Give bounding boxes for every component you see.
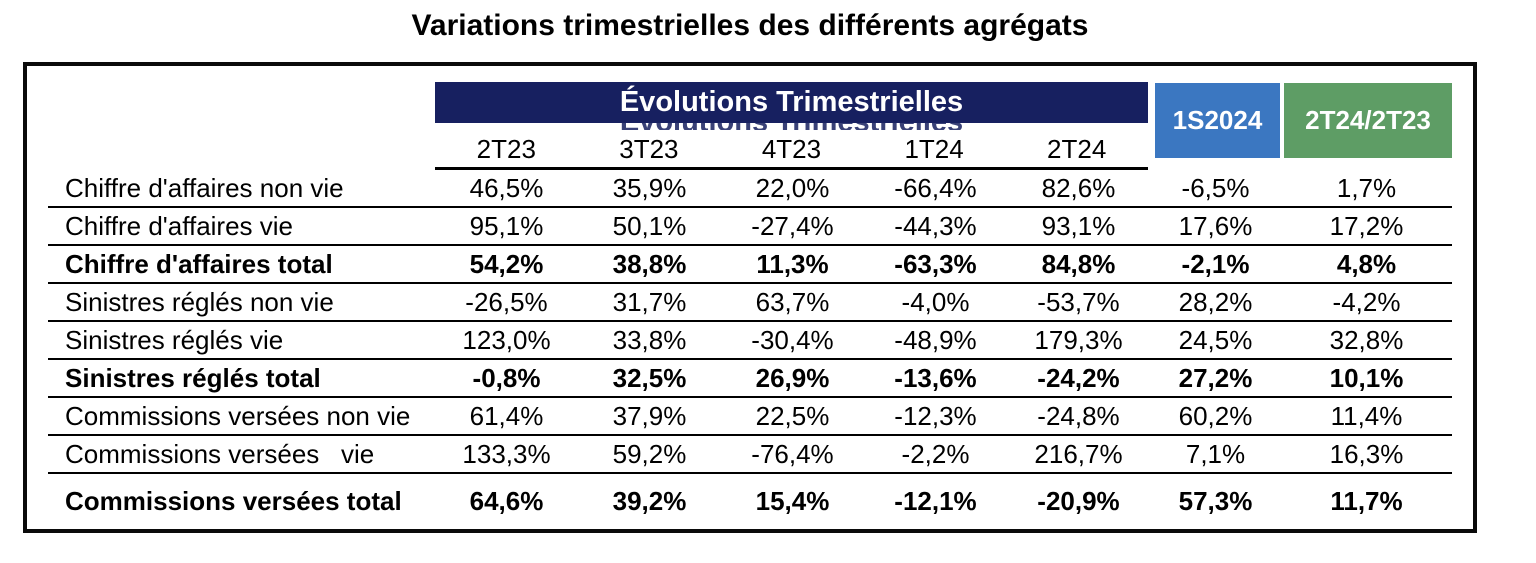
row-label: Chiffre d'affaires non vie [65,172,344,203]
table-row: Sinistres réglés non vie -26,5% 31,7% 63,7%… [48,284,1452,322]
quarter-header-4t23: 4T23 [761,134,822,164]
table-row: Chiffre d'affaires total 54,2% 38,8% 11,3% -… [48,246,1452,284]
cell-value: 46,5% [469,172,544,203]
cell-value: 33,8% [612,324,687,355]
cell-value: 64,6% [469,486,544,516]
table-row: Sinistres réglés total -0,8% 32,5% 26,9% -13… [48,360,1452,398]
cell-value: 84,8% [1041,248,1116,279]
column-header-1s2024-label: 1S2024 [1172,105,1263,135]
cell-value: -12,1% [894,486,977,516]
row-label: Sinistres réglés vie [65,324,284,355]
cell-value: 4,8% [1336,248,1397,279]
cell-value: -30,4% [751,324,834,355]
cell-value: 95,1% [469,210,544,241]
cell-value: 16,3% [1329,438,1404,469]
quarter-header-row: 2T23 3T23 4T23 1T24 2T24 [435,132,1148,170]
cell-value: 22,5% [755,400,830,431]
cell-value: 123,0% [462,324,551,355]
row-label: Commissions versées total [65,486,402,516]
cell-value: 11,4% [1330,400,1403,431]
quarter-header-1t24: 1T24 [904,134,964,164]
cell-value: 17,2% [1329,210,1404,241]
cell-value: 24,5% [1178,324,1253,355]
quarter-header-3t23: 3T23 [619,134,679,164]
cell-value: 35,9% [612,172,687,203]
table-body: Chiffre d'affaires non vie 46,5% 35,9% 22,0… [48,170,1452,529]
cell-value: 93,1% [1041,210,1116,241]
cell-value: 17,6% [1178,210,1253,241]
row-label: Chiffre d'affaires vie [65,210,294,241]
cell-value: 39,2% [612,486,687,516]
page-title: Variations trimestrielles des différents… [411,9,1089,42]
group-header-label: Évolutions Trimestrielles [619,86,964,118]
table-row: Commissions versées non vie 61,4% 37,9% 22,… [48,398,1452,436]
cell-value: -12,3% [894,400,977,431]
cell-value: 59,2% [612,438,687,469]
cell-value: -24,2% [1037,362,1120,393]
cell-value: 26,9% [755,362,830,393]
cell-value: -27,4% [751,210,834,241]
cell-value: 179,3% [1034,324,1123,355]
cell-value: -26,5% [465,286,548,317]
cell-value: 15,4% [755,486,830,516]
cell-value: 32,8% [1329,324,1404,355]
table-row: Commissions versées vie 133,3% 59,2% -76,4%… [48,436,1452,474]
cell-value: -2,2% [901,438,970,469]
column-header-2t24-2t23-label: 2T24/2T23 [1305,105,1431,135]
group-header-band: Évolutions Trimestrielles [435,82,1148,123]
cell-value: -44,3% [894,210,977,241]
cell-value: 60,2% [1178,400,1253,431]
cell-value: -20,9% [1037,486,1120,516]
cell-value: 28,2% [1178,286,1253,317]
row-label: Commissions versées vie [65,438,375,469]
cell-value: -48,9% [894,324,977,355]
cell-value: 50,1% [612,210,687,241]
column-header-1s2024: 1S2024 [1155,83,1280,158]
cell-value: -63,3% [894,248,977,279]
row-label: Sinistres réglés non vie [65,286,334,317]
cell-value: 54,2% [469,248,544,279]
cell-value: 61,4% [469,400,544,431]
cell-value: -66,4% [894,172,977,203]
cell-value: 82,6% [1041,172,1116,203]
table-container: Évolutions Trimestrielles Évolutions Tri… [23,62,1477,533]
cell-value: 133,3% [462,438,551,469]
cell-value: 63,7% [755,286,830,317]
cell-value: -76,4% [751,438,834,469]
cell-value: -13,6% [894,362,977,393]
cell-value: 216,7% [1034,438,1123,469]
cell-value: -24,8% [1037,400,1120,431]
band-ghost-artifact: Évolutions Trimestrielles [435,123,1148,130]
cell-value: 22,0% [755,172,830,203]
table-row: Chiffre d'affaires non vie 46,5% 35,9% 22,0… [48,170,1452,208]
table-row: Commissions versées total 64,6% 39,2% 15,4%… [48,474,1452,529]
cell-value: 11,7% [1330,486,1403,516]
cell-value: -53,7% [1037,286,1120,317]
cell-value: 38,8% [612,248,687,279]
cell-value: 31,7% [612,286,687,317]
cell-value: -4,2% [1332,286,1401,317]
cell-value: 1,7% [1336,172,1397,203]
quarter-header-2t23: 2T23 [476,134,536,164]
cell-value: 27,2% [1178,362,1253,393]
cell-value: 32,5% [612,362,687,393]
cell-value: 10,1% [1329,362,1404,393]
row-label: Commissions versées non vie [65,400,411,431]
cell-value: 57,3% [1178,486,1253,516]
column-header-2t24-2t23: 2T24/2T23 [1284,83,1452,158]
cell-value: -2,1% [1181,248,1250,279]
cell-value: 37,9% [612,400,687,431]
table-row: Chiffre d'affaires vie 95,1% 50,1% -27,4% -4… [48,208,1452,246]
cell-value: -4,0% [901,286,970,317]
cell-value: -6,5% [1181,172,1250,203]
row-label: Sinistres réglés total [65,362,321,393]
cell-value: -0,8% [472,362,541,393]
table-row: Sinistres réglés vie 123,0% 33,8% -30,4% -48… [48,322,1452,360]
cell-value: 7,1% [1185,438,1246,469]
quarter-header-2t24: 2T24 [1047,134,1107,164]
cell-value: 11,3% [756,248,829,279]
row-label: Chiffre d'affaires total [65,248,333,279]
